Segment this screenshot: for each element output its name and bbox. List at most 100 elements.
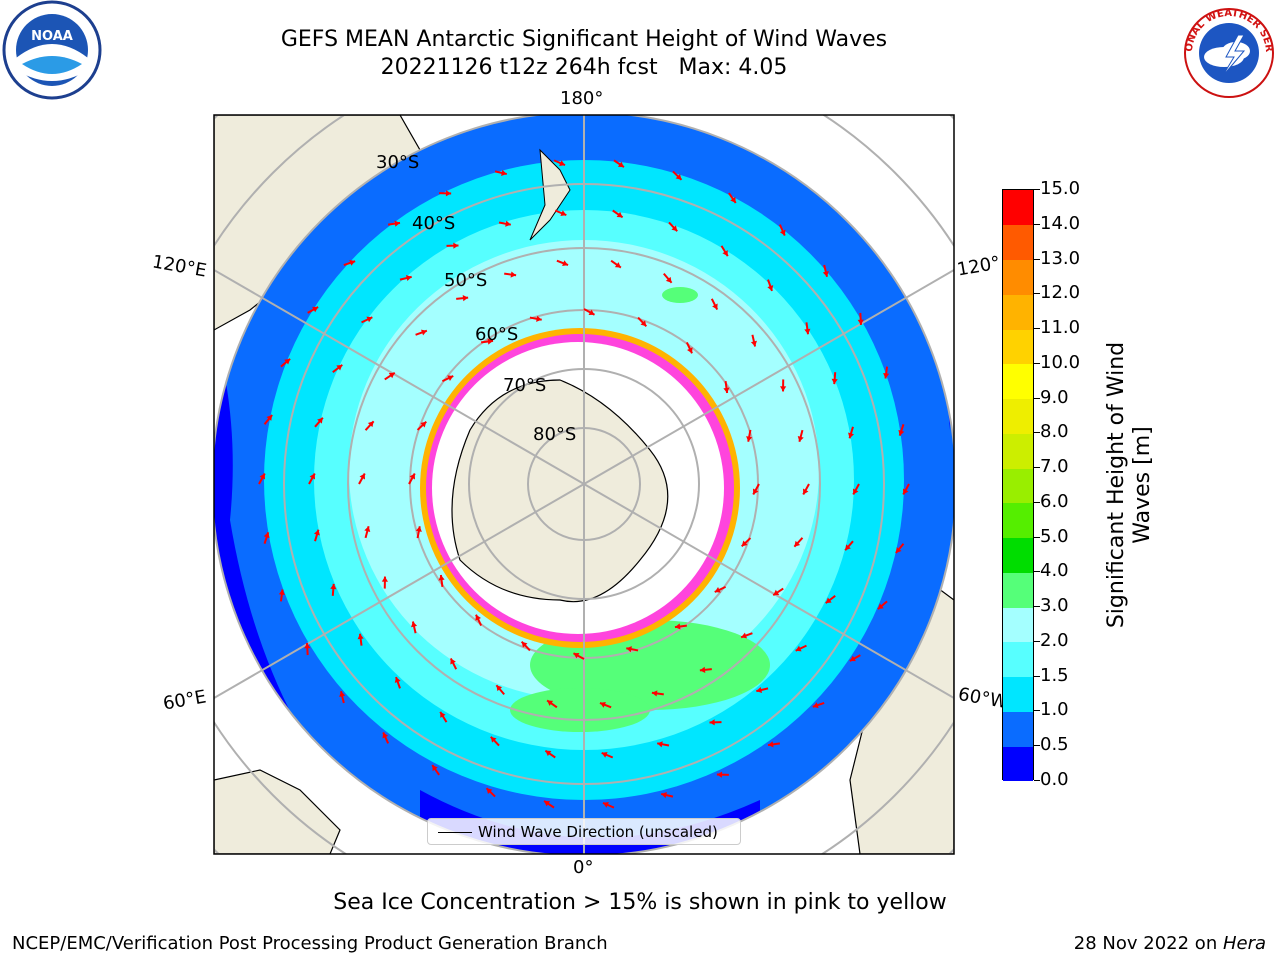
lat-label-70: 70°S	[503, 375, 547, 396]
lat-label-50: 50°S	[444, 270, 488, 291]
wave-arrow-head	[849, 655, 856, 662]
colorbar-tick-label: 3.0	[1040, 595, 1069, 617]
colorbar-tick-mark	[1034, 189, 1040, 190]
wave-arrow-head	[487, 338, 494, 345]
footer-machine: Hera	[1222, 933, 1266, 954]
wave-arrow-head	[898, 429, 905, 436]
wave-arrow-head	[616, 211, 623, 218]
footer-credit: NCEP/EMC/Verification Post Processing Pr…	[12, 933, 608, 954]
wave-arrow-head	[767, 741, 774, 748]
colorbar-tick-mark	[1034, 745, 1040, 747]
colorbar-tick-label: 8.0	[1040, 421, 1069, 443]
colorbar-tick-mark	[1034, 571, 1040, 573]
colorbar-tick-label: 12.0	[1040, 282, 1081, 304]
wave-arrow-head	[475, 614, 481, 621]
wave-arrow-head	[309, 473, 316, 480]
colorbar-segment	[1003, 224, 1033, 260]
colorbar-segment	[1003, 259, 1033, 295]
wave-arrow-head	[848, 432, 854, 439]
wave-arrow-head	[559, 160, 566, 166]
new-zealand-land	[529, 148, 571, 241]
colorbar-tick-label: 2.0	[1040, 629, 1069, 651]
wave-arrow-head	[547, 700, 554, 706]
wave-arrow-head	[599, 701, 606, 708]
colorbar-tick-label: 5.0	[1040, 525, 1069, 547]
wave-direction-arrows	[258, 159, 910, 809]
colorbar-tick-mark	[1034, 536, 1040, 538]
wave-arrow-head	[640, 320, 647, 327]
wave-arrow-head	[445, 190, 452, 197]
wave-arrow-head	[544, 800, 551, 807]
noaa-logo-text: NOAA	[31, 29, 73, 44]
wave-arrow-head	[394, 677, 401, 683]
wave-arrow-head	[746, 436, 753, 442]
wave-arrow-head	[560, 210, 567, 217]
colorbar-label: Significant Height of Wind Waves [m]	[1104, 341, 1155, 629]
wave-arrow-head	[536, 315, 542, 322]
wave-arrow-head	[714, 587, 721, 593]
wave-arrow-head	[490, 736, 497, 743]
colorbar-segment	[1003, 746, 1033, 782]
wave-arrow-head	[263, 532, 270, 539]
wave-arrow-head	[405, 275, 412, 282]
wave-arrow-head	[661, 792, 667, 799]
wave-arrow-head	[709, 719, 715, 726]
map-legend: Wind Wave Direction (unscaled)	[427, 818, 741, 845]
wave-arrow-head	[366, 316, 373, 323]
wave-arrow-head	[411, 621, 418, 628]
footer-date: 28 Nov 2022 on Hera	[1074, 933, 1266, 954]
colorbar-tick-label: 13.0	[1040, 247, 1081, 269]
colorbar-segment	[1003, 537, 1033, 573]
antarctica-land	[451, 379, 669, 603]
colorbar-segment	[1003, 676, 1033, 712]
wave-arrow-head	[902, 488, 909, 495]
wave-arrow-head	[712, 303, 718, 310]
wave-arrow-head	[831, 378, 838, 385]
lat-label-40: 40°S	[412, 213, 456, 234]
wave-arrow-head	[420, 329, 427, 336]
wave-arrow-head	[330, 583, 337, 590]
colorbar-tick-label: 7.0	[1040, 456, 1069, 478]
nws-logo: NATIONAL WEATHER SERVICE	[1178, 5, 1274, 98]
colorbar-tick-mark	[1034, 606, 1040, 608]
wave-arrow-head	[357, 633, 364, 640]
wave-arrow-head	[440, 711, 446, 718]
wave-arrow-head	[453, 242, 459, 249]
colorbar-tick-mark	[1034, 397, 1040, 399]
colorbar-tick-label: 0.0	[1040, 769, 1069, 790]
colorbar-tick-mark	[1034, 640, 1040, 642]
colorbar-tick-label: 11.0	[1040, 317, 1081, 339]
wave-arrow-head	[804, 328, 811, 335]
wave-arrow-head	[750, 340, 757, 347]
wave-arrow-head	[730, 196, 736, 203]
colorbar-tick-mark	[1034, 501, 1040, 503]
wave-arrow-head	[852, 488, 859, 495]
wave-arrow-head	[409, 473, 416, 480]
wave-arrow-head	[447, 375, 454, 381]
wave-arrow-head	[626, 646, 632, 653]
wave-arrow-head	[545, 750, 552, 757]
colorbar-segment	[1003, 433, 1033, 469]
wave-arrow-head	[794, 540, 801, 547]
wave-arrow-head	[716, 771, 723, 778]
wave-arrow-head	[857, 319, 864, 325]
africa-land	[214, 769, 341, 854]
wave-arrow-head	[665, 276, 672, 283]
wave-arrow-head	[317, 417, 323, 424]
wave-arrow-head	[394, 220, 401, 227]
colorbar-tick-mark	[1034, 258, 1040, 260]
wave-arrow-head	[562, 260, 569, 267]
colorbar-segment	[1003, 607, 1033, 643]
colorbar-tick-mark	[1034, 467, 1040, 469]
wave-arrow-head	[895, 547, 902, 554]
wave-arrow-head	[602, 802, 609, 808]
wave-arrow-head	[573, 652, 580, 659]
lon-label-bottom: 0°	[573, 857, 594, 878]
colorbar-tick-mark	[1034, 362, 1040, 364]
colorbar-segment	[1003, 398, 1033, 434]
wave-arrow-head	[510, 271, 517, 278]
wave-arrow-head	[388, 372, 395, 379]
wave-arrow-head	[339, 691, 346, 698]
colorbar-tick-mark	[1034, 710, 1040, 712]
wave-arrow-head	[699, 666, 706, 673]
